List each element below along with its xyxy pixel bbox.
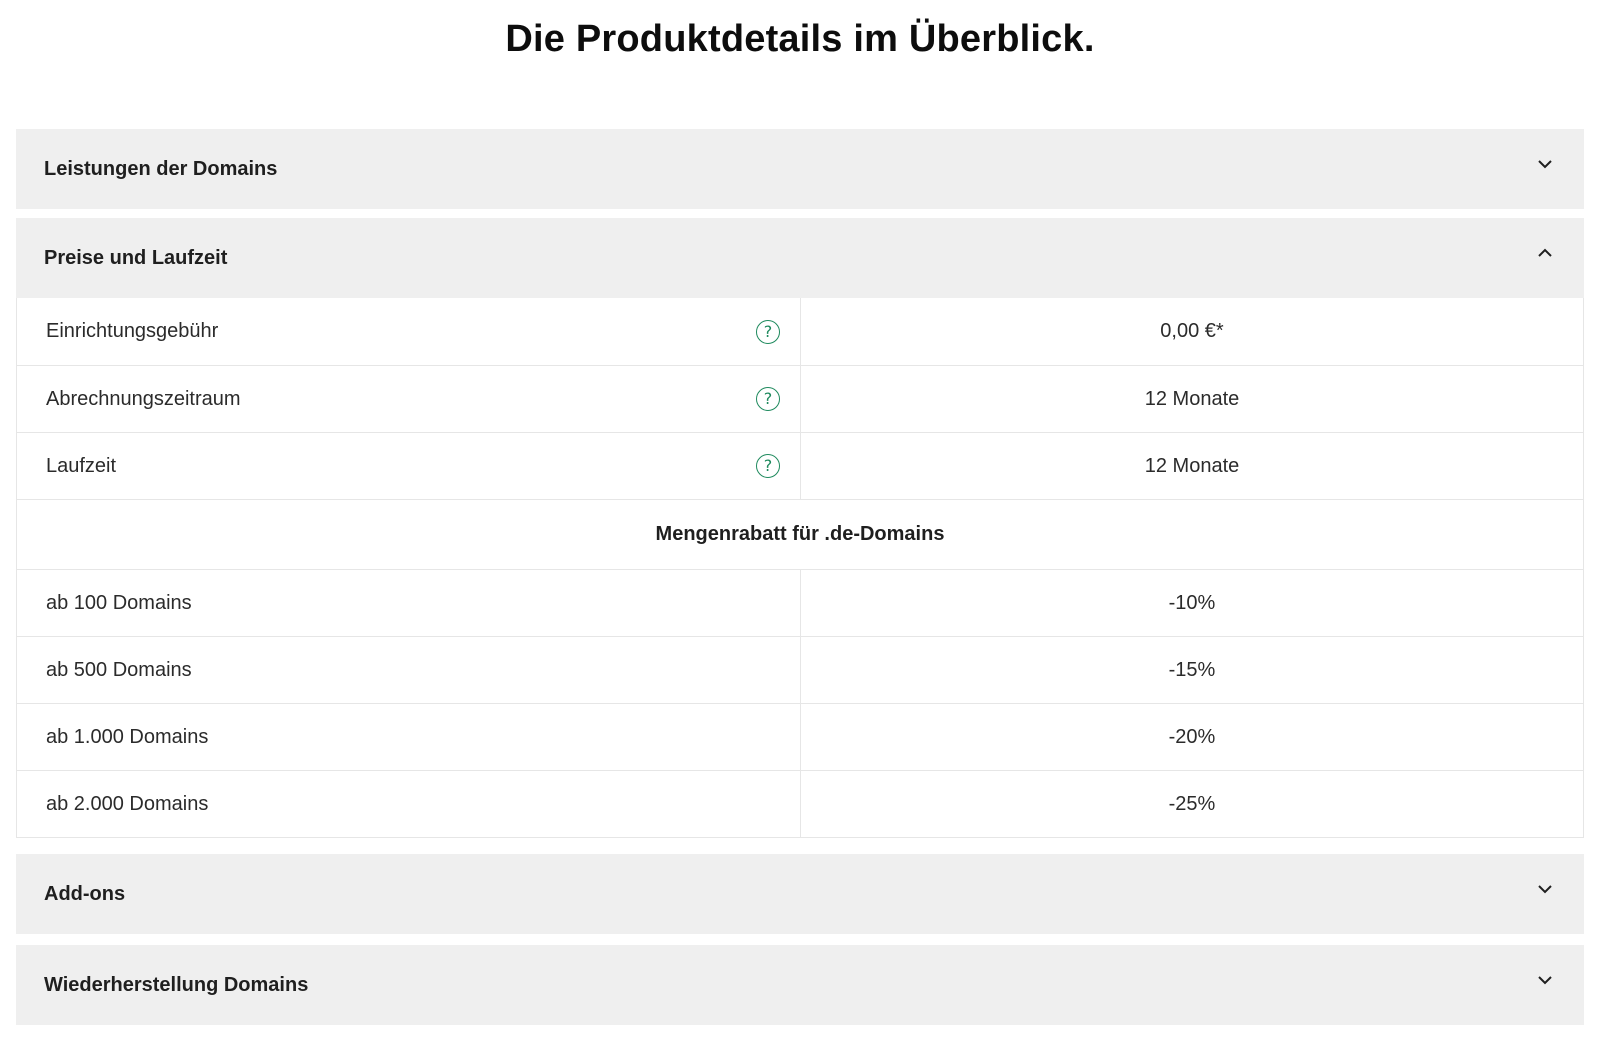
accordion-add-ons: Add-ons: [16, 854, 1584, 934]
accordion-preise-laufzeit: Preise und Laufzeit Einrichtungsgebühr ?…: [16, 218, 1584, 838]
accordion-title: Leistungen der Domains: [44, 157, 278, 180]
accordion-title: Preise und Laufzeit: [44, 246, 228, 269]
section-heading: Mengenrabatt für .de-Domains: [17, 499, 1583, 569]
accordion-header-leistungen[interactable]: Leistungen der Domains: [16, 129, 1584, 209]
chevron-down-icon[interactable]: [1534, 878, 1556, 900]
row-label: Abrechnungszeitraum: [46, 387, 241, 410]
row-label: ab 1.000 Domains: [17, 704, 801, 770]
row-label: ab 100 Domains: [17, 570, 801, 636]
accordion-header-add-ons[interactable]: Add-ons: [16, 854, 1584, 934]
accordion-title: Wiederherstellung Domains: [44, 973, 309, 996]
row-label-cell: Laufzeit ?: [17, 433, 801, 499]
page-title: Die Produktdetails im Überblick.: [505, 18, 1095, 60]
row-label-cell: Abrechnungszeitraum ?: [17, 366, 801, 432]
table-row: ab 2.000 Domains -25%: [17, 770, 1583, 837]
row-value: 12 Monate: [1144, 387, 1240, 410]
table-row: ab 1.000 Domains -20%: [17, 703, 1583, 770]
table-row: Einrichtungsgebühr ? 0,00 €*: [17, 298, 1583, 365]
accordion-title: Add-ons: [44, 882, 126, 905]
table-row: Laufzeit ? 12 Monate: [17, 432, 1583, 499]
row-value: 12 Monate: [1144, 454, 1240, 477]
row-label: Laufzeit: [46, 454, 117, 477]
row-value: -25%: [1168, 792, 1216, 815]
help-icon[interactable]: ?: [756, 387, 780, 411]
row-value: -15%: [1168, 658, 1216, 681]
table-row: ab 100 Domains -10%: [17, 569, 1583, 636]
help-icon[interactable]: ?: [756, 454, 780, 478]
table-row: Abrechnungszeitraum ? 12 Monate: [17, 365, 1583, 432]
row-label: ab 500 Domains: [17, 637, 801, 703]
table-row: ab 500 Domains -15%: [17, 636, 1583, 703]
row-value: 0,00 €*: [1160, 320, 1224, 342]
row-label: ab 2.000 Domains: [17, 771, 801, 837]
chevron-down-icon[interactable]: [1534, 153, 1556, 175]
row-label: Einrichtungsgebühr: [46, 320, 219, 342]
row-value: -20%: [1168, 725, 1216, 748]
accordion-wiederherstellung: Wiederherstellung Domains: [16, 945, 1584, 1025]
accordion-header-wiederherstellung[interactable]: Wiederherstellung Domains: [16, 945, 1584, 1025]
accordion-leistungen: Leistungen der Domains: [16, 129, 1584, 209]
help-icon[interactable]: ?: [756, 319, 780, 344]
accordion-header-preise[interactable]: Preise und Laufzeit: [16, 218, 1584, 298]
pricing-table: Einrichtungsgebühr ? 0,00 €* Abrechnungs…: [16, 298, 1584, 838]
chevron-down-icon[interactable]: [1534, 969, 1556, 991]
row-value: -10%: [1168, 591, 1216, 614]
row-label-cell: Einrichtungsgebühr ?: [17, 298, 801, 365]
chevron-up-icon[interactable]: [1534, 242, 1556, 264]
